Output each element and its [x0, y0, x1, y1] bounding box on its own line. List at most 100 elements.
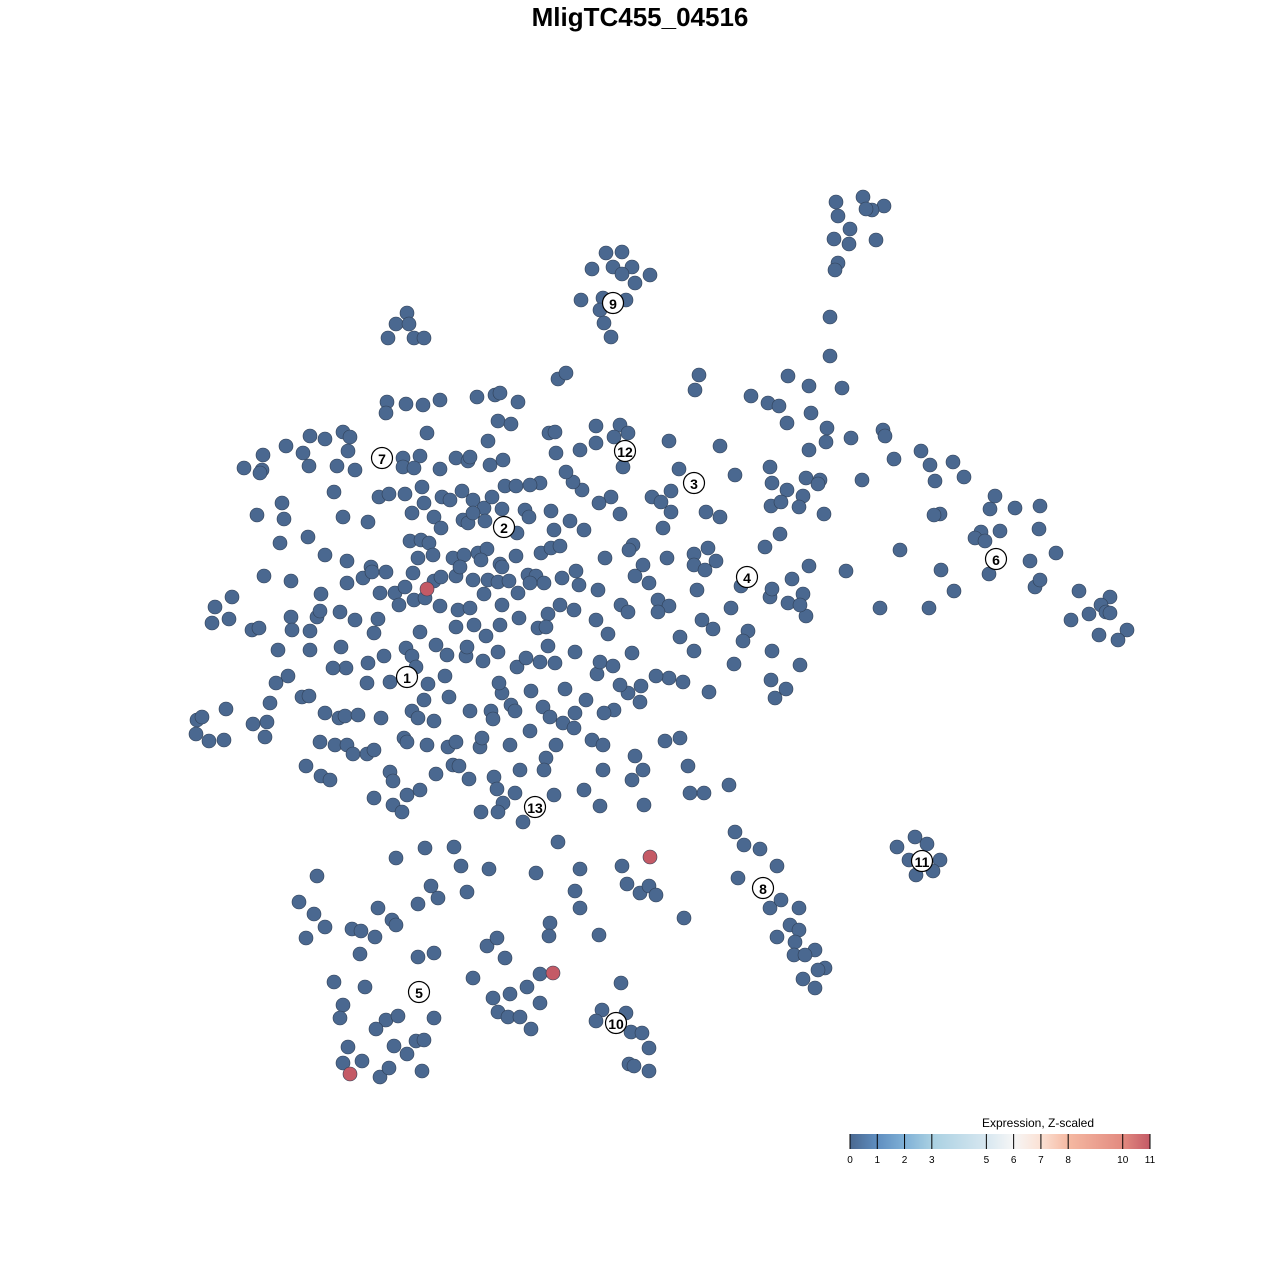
cell-point	[598, 245, 614, 261]
cell-point	[595, 737, 611, 753]
cluster-label-badge	[523, 795, 547, 819]
cell-point	[469, 389, 485, 405]
cell-point	[450, 602, 466, 618]
cell-point	[547, 655, 563, 671]
cell-point	[337, 708, 353, 724]
cell-point	[712, 438, 728, 454]
cell-point	[572, 900, 588, 916]
cell-point	[317, 919, 333, 935]
cluster-label: 8	[751, 876, 775, 900]
cell-point	[661, 433, 677, 449]
cell-point	[1110, 632, 1126, 648]
cell-point	[557, 681, 573, 697]
cell-point	[466, 617, 482, 633]
cell-point	[784, 571, 800, 587]
cluster-label-text: 1	[403, 670, 411, 686]
cell-point	[663, 483, 679, 499]
cell-point	[503, 416, 519, 432]
cell-point	[414, 1063, 430, 1079]
cluster-label: 3	[682, 471, 706, 495]
cell-point	[262, 695, 278, 711]
cell-point	[606, 429, 622, 445]
cluster-label-badge	[395, 665, 419, 689]
cell-point	[480, 433, 496, 449]
cell-point	[708, 553, 724, 569]
cell-point	[589, 666, 605, 682]
cell-point	[597, 550, 613, 566]
cell-point	[446, 839, 462, 855]
cell-point	[216, 732, 232, 748]
cell-point	[218, 701, 234, 717]
cell-point	[620, 604, 636, 620]
cell-point	[388, 850, 404, 866]
cell-point	[633, 678, 649, 694]
cell-point	[291, 894, 307, 910]
cell-point-high	[419, 581, 435, 597]
cell-point	[313, 586, 329, 602]
cell-point	[490, 644, 506, 660]
cell-point	[476, 586, 492, 602]
cell-point	[519, 979, 535, 995]
cell-point	[221, 611, 237, 627]
cluster-label-text: 11	[915, 854, 930, 870]
cell-point	[518, 650, 534, 666]
cell-point	[921, 600, 937, 616]
cell-point	[326, 484, 342, 500]
cluster-label-badge	[613, 439, 637, 463]
cell-point	[280, 668, 296, 684]
cell-point	[300, 529, 316, 545]
cell-point	[388, 316, 404, 332]
cell-point	[838, 563, 854, 579]
cell-point	[603, 489, 619, 505]
cell-point	[473, 552, 489, 568]
cell-point	[385, 773, 401, 789]
cell-point	[624, 259, 640, 275]
cell-point	[416, 1032, 432, 1048]
cell-point	[992, 523, 1008, 539]
cell-point	[705, 621, 721, 637]
cell-point	[473, 804, 489, 820]
cell-point	[366, 742, 382, 758]
cell-point	[946, 583, 962, 599]
cell-point	[302, 642, 318, 658]
cell-point	[298, 930, 314, 946]
cell-point	[465, 505, 481, 521]
cell-point	[510, 585, 526, 601]
cell-point	[441, 689, 457, 705]
cluster-label-badge	[751, 876, 775, 900]
cell-point	[284, 622, 300, 638]
cell-point	[816, 506, 832, 522]
cell-point	[532, 654, 548, 670]
cell-point	[306, 906, 322, 922]
cell-point	[364, 564, 380, 580]
cell-point	[335, 997, 351, 1013]
cell-point	[588, 435, 604, 451]
cell-point	[485, 990, 501, 1006]
cell-point	[546, 522, 562, 538]
cell-point	[595, 762, 611, 778]
cell-point	[780, 368, 796, 384]
cell-point	[600, 626, 616, 642]
cluster-label: 10	[604, 1011, 628, 1035]
cell-point	[426, 1010, 442, 1026]
cell-point	[945, 454, 961, 470]
cell-point	[843, 430, 859, 446]
cell-point	[401, 316, 417, 332]
legend-tick-label: 11	[1145, 1155, 1156, 1166]
cell-point	[502, 737, 518, 753]
cell-point	[410, 896, 426, 912]
cell-point	[378, 564, 394, 580]
cell-point	[933, 562, 949, 578]
cell-point	[317, 547, 333, 563]
cell-point	[689, 582, 705, 598]
cell-point	[927, 473, 943, 489]
cell-point	[632, 694, 648, 710]
legend-tick-label: 1	[874, 1155, 880, 1166]
legend-tick-label: 10	[1117, 1155, 1129, 1166]
cell-point	[522, 723, 538, 739]
cell-point	[501, 573, 517, 589]
cell-point	[439, 647, 455, 663]
cell-point	[1048, 545, 1064, 561]
cell-point	[543, 503, 559, 519]
cell-point	[453, 858, 469, 874]
